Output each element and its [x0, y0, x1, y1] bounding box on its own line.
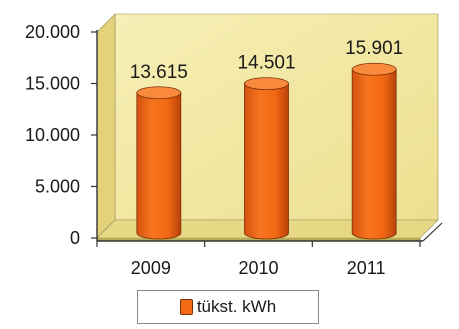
- x-tick-label: 2011: [347, 258, 386, 278]
- y-tick-label: 20.000: [25, 22, 80, 42]
- bar-top: [136, 86, 182, 100]
- bar-body: [136, 92, 182, 240]
- x-tick-label: 2009: [131, 258, 171, 278]
- bar-top: [351, 62, 397, 76]
- bar-body: [244, 83, 289, 240]
- legend-label: tükst. kWh: [196, 297, 277, 316]
- x-axis-depth-line: [422, 222, 443, 242]
- chart-side-wall: [96, 13, 116, 239]
- bar: [136, 86, 182, 240]
- y-tick-label: 0: [70, 228, 80, 248]
- legend: tükst. kWh: [137, 290, 319, 324]
- bar: [351, 62, 397, 240]
- bar-body: [351, 68, 397, 240]
- y-tick-label: 15.000: [25, 74, 80, 94]
- bar: [244, 77, 289, 240]
- y-tick-label: 5.000: [35, 177, 80, 197]
- bar-data-label: 13.615: [130, 62, 188, 83]
- legend-swatch: [179, 299, 193, 315]
- y-tick-label: 10.000: [25, 125, 80, 145]
- bar-data-label: 14.501: [237, 53, 295, 74]
- chart-floor-edge: [97, 238, 422, 241]
- x-tick-label: 2010: [238, 258, 278, 278]
- bar-data-label: 15.901: [345, 38, 403, 59]
- bar-top: [244, 77, 289, 91]
